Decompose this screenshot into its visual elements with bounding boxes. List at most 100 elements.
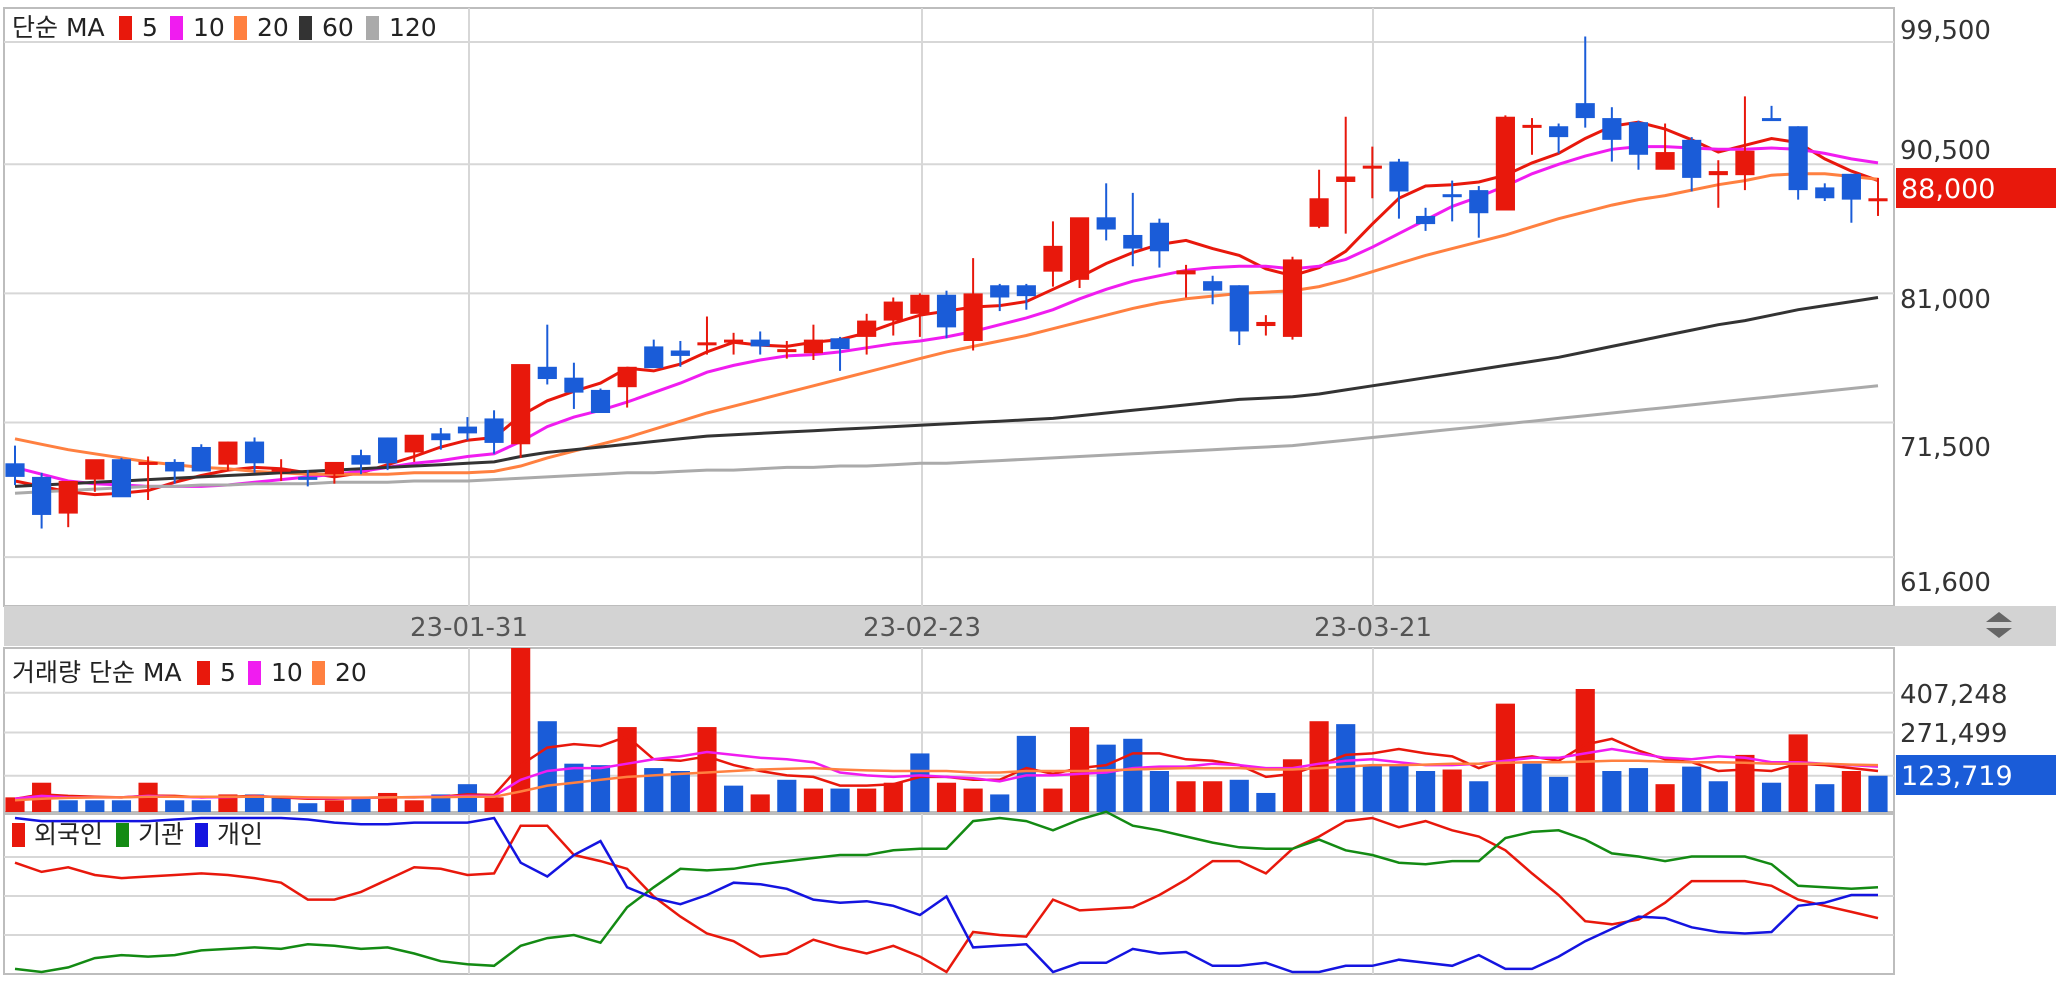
candle-body — [537, 366, 557, 380]
price-y-tick: 81,000 — [1900, 285, 1991, 315]
candle — [1123, 192, 1143, 267]
candle-body — [1682, 139, 1702, 178]
volume-bar — [724, 785, 744, 812]
candle-body — [298, 476, 318, 480]
volume-bar — [1362, 765, 1382, 812]
candle — [1682, 137, 1702, 192]
candle-body — [1096, 217, 1116, 230]
last-price-label: 88,000 — [1901, 174, 1995, 205]
vol-ma20-swatch — [312, 661, 325, 685]
volume-y-axis: 407,248 271,499 — [1900, 680, 2008, 749]
candle — [1362, 146, 1382, 199]
candle-body — [883, 301, 903, 321]
volume-bar — [1415, 771, 1436, 812]
investor-legend-label: 외국인 — [34, 820, 103, 849]
volume-bar — [85, 800, 105, 812]
volume-bar — [590, 765, 611, 812]
candle — [1708, 160, 1728, 208]
last-volume-marker — [1896, 755, 2056, 795]
candle — [963, 258, 983, 351]
candle-body — [1522, 124, 1542, 128]
candle-body — [1841, 173, 1861, 200]
candle — [378, 437, 398, 471]
candle — [1495, 115, 1515, 211]
volume-bar — [1628, 768, 1649, 812]
candle — [1309, 169, 1329, 229]
candle-body — [1149, 222, 1169, 252]
volume-y-tick: 271,499 — [1900, 719, 2008, 749]
volume-bar — [963, 788, 983, 812]
ma20-swatch — [234, 16, 247, 40]
ma-period: 20 — [257, 13, 289, 42]
candle-body — [1655, 152, 1675, 170]
candles — [5, 36, 1888, 529]
volume-bar — [1522, 763, 1542, 812]
volume-bar — [1176, 781, 1196, 812]
ma-period: 60 — [322, 13, 354, 42]
candle-body — [936, 294, 957, 328]
volume-bar — [1495, 703, 1515, 812]
volume-bar — [1256, 792, 1276, 812]
candle — [644, 339, 664, 369]
candle-body — [85, 459, 105, 480]
volume-bar — [1708, 781, 1728, 812]
volume-bar — [1575, 689, 1595, 812]
price-ma-line — [14, 384, 1879, 495]
candle — [298, 470, 318, 487]
volume-bar — [404, 800, 424, 812]
volume-bar — [1149, 771, 1169, 812]
candle — [191, 444, 211, 472]
date-axis: 23-01-31 23-02-23 23-03-21 — [410, 613, 1432, 643]
volume-bar — [564, 763, 584, 812]
investor-line — [14, 816, 1878, 974]
investor-legend-label: 기관 — [138, 820, 184, 849]
volume-bar — [218, 794, 238, 812]
investor-lines — [14, 810, 1879, 974]
volume-bar — [1123, 738, 1143, 812]
candle-body — [484, 418, 504, 443]
candle — [1336, 116, 1356, 234]
volume-bar — [351, 797, 371, 812]
ma120-swatch — [366, 16, 379, 40]
candle — [803, 324, 824, 361]
candle — [511, 364, 531, 458]
ma-period: 5 — [142, 13, 158, 42]
candle-body — [1415, 215, 1436, 225]
volume-bar — [511, 648, 531, 812]
chevron-up-icon — [1986, 612, 2012, 622]
candle — [777, 340, 797, 359]
panel-resize-handle[interactable] — [1986, 612, 2012, 638]
volume-bar — [883, 782, 903, 812]
candle-body — [830, 338, 850, 350]
vol-ma10-swatch — [248, 661, 261, 685]
candle-body — [1442, 194, 1462, 198]
volume-bar — [484, 797, 504, 812]
volume-bar — [111, 800, 132, 812]
volume-bar — [1096, 744, 1116, 812]
vol-ma5-swatch — [197, 661, 210, 685]
volume-bar — [644, 768, 664, 812]
volume-y-tick: 407,248 — [1900, 680, 2008, 710]
volume-bar — [936, 782, 957, 812]
candle — [58, 480, 78, 528]
candle-body — [431, 433, 451, 441]
candle-body — [1229, 285, 1249, 332]
volume-bar — [1868, 775, 1888, 812]
volume-bar — [1602, 771, 1622, 812]
price-ma-line — [14, 172, 1879, 476]
investor-legend-label: 개인 — [217, 820, 263, 849]
volume-bar — [803, 788, 824, 812]
volume-bar — [777, 779, 797, 812]
volume-bar — [165, 800, 185, 812]
candle — [457, 417, 478, 441]
price-y-tick: 90,500 — [1900, 136, 1991, 166]
volume-ma-lines — [14, 734, 1879, 802]
volume-bar — [1229, 779, 1249, 812]
candle-body — [324, 461, 344, 475]
candle-body — [1389, 161, 1409, 192]
volume-bar — [1469, 781, 1489, 812]
candle-body — [590, 389, 611, 414]
candle — [1735, 96, 1755, 191]
candle-body — [378, 437, 398, 464]
candle-body — [1256, 321, 1276, 327]
